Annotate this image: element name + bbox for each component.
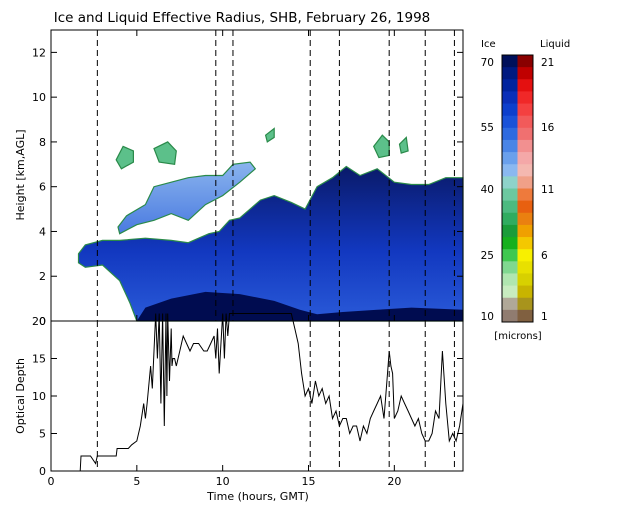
colorbar-ice-swatch-15 [502,237,518,250]
colorbar-ice-swatch-21 [502,309,518,323]
colorbar-liquid-tick-2: 11 [541,184,554,196]
cloud-region-upper-layer [117,161,257,235]
colorbar-ice-tick-4: 10 [481,311,494,323]
bottom-panel: 0 5 10 15 20 0 5 10 15 20 Optical Depth Time (ho… [14,313,464,503]
bottom-y-tick-label-1: 5 [39,428,46,441]
colorbar-ice-swatch-18 [502,273,518,287]
bottom-x-tick-label-2: 10 [216,475,230,488]
colorbar-units: [microns] [494,331,541,342]
colorbar-ice-swatch-4 [502,103,518,117]
colorbar-ice-swatch-16 [502,249,518,262]
colorbar-ice-label: Ice [481,39,496,50]
colorbar-liquid-swatch-20 [517,297,533,311]
cloud-region-patch-5 [398,136,409,154]
top-y-tick-label-6: 12 [32,46,46,59]
colorbar-liquid-column [517,55,533,323]
colorbar-ice-swatch-19 [502,285,518,299]
top-y-axis-label: Height [km,AGL] [14,129,27,220]
colorbar-liquid-swatch-13 [517,212,533,226]
colorbar-liquid-tick-0: 21 [541,57,554,69]
colorbar-liquid-swatch-21 [517,309,533,323]
cloud-region-patch-4 [373,134,390,159]
colorbar-liquid-swatch-18 [517,273,533,287]
bottom-x-tick-label-3: 15 [302,475,316,488]
colorbar-ticks: 70 55 40 25 10 21 16 11 6 1 [481,57,555,323]
colorbar-ice-swatch-17 [502,261,518,274]
colorbar-ice-swatch-2 [502,79,518,92]
chart-title: Ice and Liquid Effective Radius, SHB, Fe… [54,10,431,26]
colorbar-liquid-swatch-6 [517,127,533,141]
colorbar-ice-swatch-7 [502,139,518,153]
colorbar-liquid-swatch-17 [517,261,533,274]
bottom-x-tick-label-4: 20 [387,475,401,488]
colorbar-liquid-swatch-9 [517,164,533,177]
colorbar-ice-swatch-20 [502,297,518,311]
cloud-region-patch-3 [264,127,275,143]
top-y-tick-label-3: 6 [39,181,46,194]
colorbar-liquid-label: Liquid [540,39,570,50]
top-y-tick-label-0: 0 [39,315,46,328]
top-y-tick-label-2: 4 [39,225,46,238]
top-y-tick-label-4: 8 [39,136,46,149]
optical-depth-line [79,313,464,472]
colorbar-ice-swatch-3 [502,91,518,105]
colorbar-ice-swatch-11 [502,188,518,202]
colorbar-liquid-tick-1: 16 [541,122,555,134]
x-axis-label: Time (hours, GMT) [206,490,309,503]
colorbar-ice-swatch-12 [502,200,518,214]
bottom-y-tick-label-4: 20 [32,315,46,328]
cloud-region-patch-1 [115,145,134,170]
colorbar-ice-swatch-10 [502,176,518,189]
colorbar-ice-swatch-14 [502,224,518,238]
bottom-y-tick-label-2: 10 [32,390,46,403]
top-y-tick-label-5: 10 [32,91,46,104]
colorbar: Ice Liquid 70 55 40 25 10 21 16 11 6 1 [microns] [481,39,571,342]
bottom-y-ticks: 0 5 10 15 20 [32,315,463,478]
bottom-y-tick-label-0: 0 [39,465,46,478]
colorbar-liquid-swatch-11 [517,188,533,202]
colorbar-liquid-swatch-8 [517,152,533,165]
colorbar-ice-swatch-8 [502,152,518,165]
colorbar-ice-swatch-6 [502,127,518,141]
colorbar-liquid-swatch-15 [517,237,533,250]
colorbar-liquid-tick-3: 6 [541,250,548,262]
bottom-y-axis-label: Optical Depth [14,358,27,434]
colorbar-ice-tick-2: 40 [481,184,494,196]
colorbar-liquid-swatch-1 [517,67,533,80]
colorbar-liquid-swatch-7 [517,139,533,153]
top-vertical-markers [96,30,455,321]
colorbar-liquid-swatch-10 [517,176,533,189]
colorbar-ice-column [502,55,518,323]
colorbar-ice-swatch-9 [502,164,518,177]
bottom-x-ticks: 0 5 10 15 20 [48,465,401,488]
dense-ice-base [136,291,464,321]
cloud-layer [77,127,464,322]
top-panel: 0 2 4 6 8 10 12 Height [km,AGL] [14,29,464,328]
colorbar-liquid-swatch-2 [517,79,533,92]
colorbar-ice-tick-3: 25 [481,250,494,262]
colorbar-ice-swatch-13 [502,212,518,226]
colorbar-liquid-swatch-19 [517,285,533,299]
colorbar-ice-swatch-1 [502,67,518,80]
cloud-region-patch-2 [153,141,177,165]
bottom-x-tick-label-1: 5 [133,475,140,488]
colorbar-frame [501,54,534,323]
colorbar-ice-swatch-5 [502,115,518,129]
colorbar-ice-tick-0: 70 [481,57,494,69]
bottom-y-tick-label-3: 15 [32,353,46,366]
cloud-region-main-layer [77,165,464,322]
bottom-x-tick-label-0: 0 [48,475,55,488]
colorbar-liquid-swatch-16 [517,249,533,262]
top-y-tick-label-1: 2 [39,270,46,283]
colorbar-liquid-swatch-14 [517,224,533,238]
colorbar-liquid-swatch-12 [517,200,533,214]
colorbar-liquid-swatch-3 [517,91,533,105]
colorbar-liquid-swatch-4 [517,103,533,117]
colorbar-liquid-swatch-0 [517,55,533,68]
colorbar-liquid-tick-4: 1 [541,311,548,323]
colorbar-ice-tick-1: 55 [481,122,494,134]
colorbar-liquid-swatch-5 [517,115,533,129]
colorbar-ice-swatch-0 [502,55,518,68]
